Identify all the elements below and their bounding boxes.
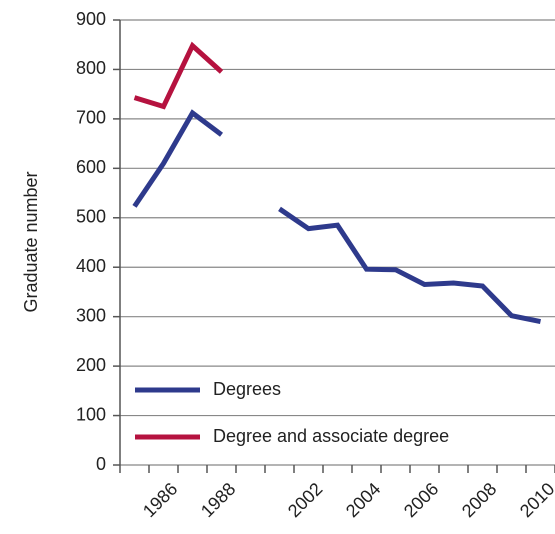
x-tick-label: 2002 [284, 479, 326, 521]
y-tick-label: 400 [76, 256, 106, 276]
y-tick-label: 900 [76, 9, 106, 29]
x-tick-label: 1986 [139, 479, 181, 521]
y-tick-label: 600 [76, 157, 106, 177]
legend-label: Degree and associate degree [213, 426, 449, 446]
y-tick-label: 700 [76, 108, 106, 128]
y-tick-label: 800 [76, 58, 106, 78]
y-tick-label: 200 [76, 355, 106, 375]
y-tick-label: 500 [76, 207, 106, 227]
y-tick-label: 300 [76, 305, 106, 325]
x-tick-label: 2010 [516, 479, 555, 521]
x-tick-label: 2006 [400, 479, 442, 521]
series-line [133, 41, 224, 110]
legend-label: Degrees [213, 379, 281, 399]
y-tick-label: 100 [76, 404, 106, 424]
y-axis-label: Graduate number [21, 171, 41, 312]
y-tick-label: 0 [96, 454, 106, 474]
x-tick-label: 1988 [197, 479, 239, 521]
series-line [132, 109, 542, 325]
x-tick-label: 2008 [458, 479, 500, 521]
x-tick-label: 2004 [342, 479, 384, 521]
